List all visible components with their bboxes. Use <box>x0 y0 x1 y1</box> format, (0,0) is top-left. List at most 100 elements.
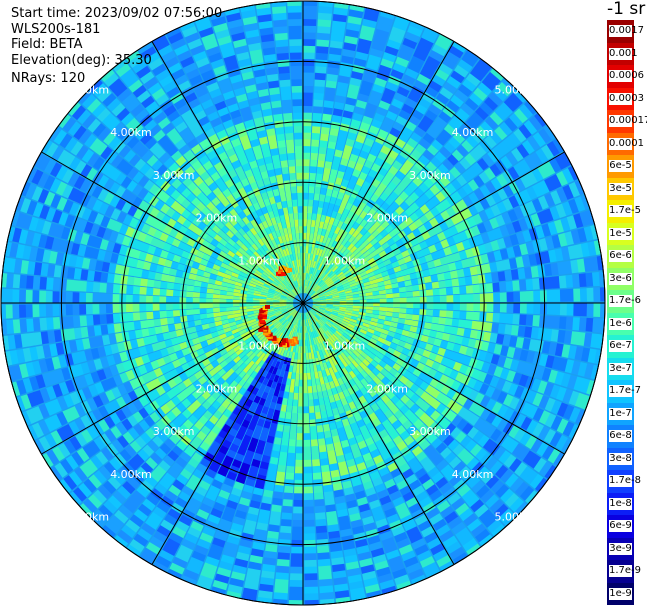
ppi-gate <box>259 303 267 306</box>
ppi-gate <box>353 300 361 303</box>
ppi-gate <box>309 325 313 333</box>
ppi-gate <box>205 491 218 502</box>
ppi-gate <box>492 313 501 323</box>
ppi-gate <box>289 586 303 595</box>
ppi-gate <box>91 304 100 314</box>
ppi-gate <box>308 245 312 254</box>
ppi-gate <box>135 485 150 499</box>
ppi-gate <box>454 335 464 345</box>
ppi-gate <box>25 289 33 303</box>
ppi-gate <box>314 499 325 507</box>
ppi-gate <box>464 320 473 329</box>
ppi-gate <box>158 151 171 164</box>
ppi-gate <box>304 586 319 595</box>
ppi-gate <box>428 79 443 93</box>
ppi-gate <box>303 51 315 60</box>
ppi-gate <box>397 318 406 325</box>
ppi-gate <box>499 292 508 302</box>
ppi-gate <box>249 437 259 447</box>
ppi-gate <box>312 267 317 275</box>
ppi-gate <box>296 319 300 327</box>
ppi-gate <box>525 435 538 450</box>
ppi-gate <box>322 315 329 321</box>
ppi-gate <box>32 390 45 405</box>
ppi-gate <box>421 114 434 127</box>
ppi-gate <box>215 495 228 507</box>
ppi-gate <box>456 210 467 222</box>
ppi-gate <box>508 195 520 209</box>
ppi-gate <box>201 474 214 486</box>
ppi-gate <box>455 502 470 517</box>
ppi-gate <box>401 175 413 186</box>
ppi-gate <box>550 262 560 276</box>
ppi-gate <box>315 219 321 228</box>
ppi-gate <box>139 278 148 287</box>
ppi-gate <box>471 523 487 538</box>
ppi-gate <box>548 157 562 173</box>
ppi-gate <box>539 290 548 302</box>
ppi-gate <box>422 247 432 256</box>
ppi-gate <box>338 129 349 139</box>
ppi-gate <box>255 446 265 456</box>
ppi-gate <box>319 377 325 386</box>
ppi-gate <box>318 270 324 278</box>
ppi-gate <box>455 527 471 541</box>
ppi-gate <box>181 398 192 409</box>
ppi-gate <box>292 365 297 374</box>
ppi-gate <box>319 299 327 302</box>
ppi-gate <box>89 137 103 152</box>
ppi-gate <box>213 284 222 290</box>
ppi-gate <box>465 285 474 294</box>
ppi-gate <box>70 377 82 391</box>
ppi-gate <box>462 78 477 92</box>
ppi-gate <box>246 340 254 348</box>
ppi-gate <box>376 277 385 283</box>
ppi-gate <box>208 485 221 496</box>
ppi-gate <box>175 550 191 563</box>
ppi-gate <box>280 308 288 312</box>
ppi-gate <box>330 326 338 333</box>
ppi-gate <box>508 257 518 269</box>
ppi-gate <box>45 142 59 158</box>
ppi-gate <box>337 220 344 229</box>
ppi-gate <box>565 274 574 288</box>
ppi-gate <box>261 427 270 436</box>
ppi-gate <box>330 313 338 318</box>
ppi-gate <box>142 547 158 561</box>
ppi-gate <box>502 184 515 198</box>
ppi-gate <box>283 312 290 319</box>
ppi-gate <box>99 146 113 160</box>
ppi-gate <box>459 285 467 294</box>
ppi-gate <box>317 370 323 379</box>
ppi-gate <box>339 214 347 223</box>
ppi-gate <box>307 372 312 381</box>
ppi-gate <box>517 267 527 280</box>
ppi-gate <box>503 513 519 529</box>
ppi-gate <box>399 485 412 497</box>
ppi-gate <box>412 290 421 297</box>
ppi-gate <box>345 201 353 211</box>
ppi-gate <box>451 149 464 162</box>
ppi-gate <box>524 99 539 115</box>
ppi-gate <box>304 265 307 274</box>
ppi-gate <box>319 271 325 279</box>
ppi-gate <box>379 298 388 303</box>
ppi-gate <box>132 84 147 98</box>
ppi-gate <box>92 82 108 98</box>
ppi-gate <box>273 409 281 418</box>
ppi-gate <box>109 515 125 530</box>
ppi-gate <box>195 56 210 68</box>
ppi-gate <box>232 355 241 364</box>
ppi-gate <box>57 442 71 458</box>
ppi-gate <box>491 388 502 401</box>
ppi-gate <box>265 321 273 327</box>
ppi-gate <box>19 197 32 214</box>
ppi-gate <box>447 439 460 452</box>
ppi-gate <box>189 267 198 275</box>
ppi-gate <box>473 87 488 101</box>
ppi-gate <box>352 294 360 298</box>
ppi-gate <box>407 61 422 74</box>
ppi-gate <box>280 519 292 528</box>
ppi-gate <box>376 322 385 329</box>
ppi-gate <box>339 308 347 312</box>
